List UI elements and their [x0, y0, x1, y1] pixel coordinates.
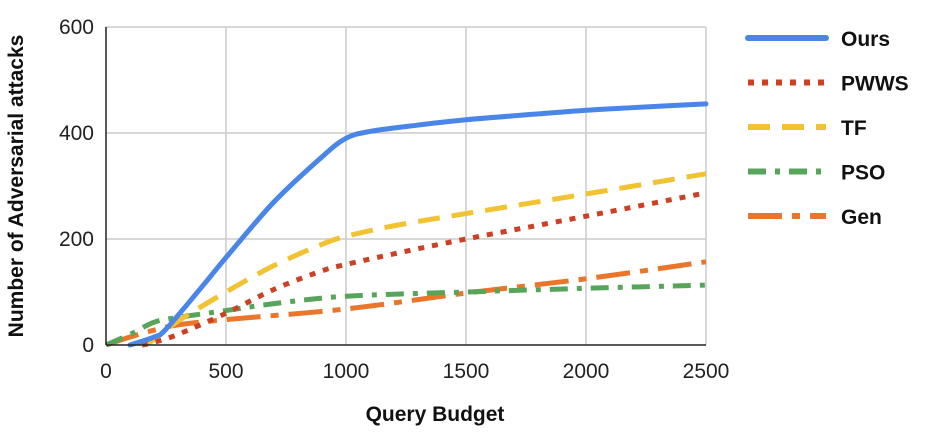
legend-label-pso: PSO [841, 162, 885, 185]
x-tick-label: 2500 [683, 360, 730, 383]
legend-label-gen: Gen [841, 206, 882, 229]
series-line-pso [104, 282, 707, 348]
y-tick-label: 400 [59, 122, 94, 145]
y-tick-label: 200 [59, 228, 94, 251]
x-tick-label: 1500 [443, 360, 490, 383]
tick-labels: 0 500 1000 1500 2000 2500 0 200 400 600 [59, 16, 729, 383]
series-lines [104, 101, 709, 348]
y-tick-label: 600 [59, 16, 94, 39]
y-axis-title: Number of Adversarial attacks [5, 35, 28, 338]
legend-label-ours: Ours [841, 28, 890, 51]
legend: Ours PWWS TF PSO Gen [745, 28, 909, 229]
x-tick-label: 1000 [323, 360, 370, 383]
x-tick-label: 2000 [563, 360, 610, 383]
grid-lines [106, 26, 707, 345]
series-line-tf [140, 171, 707, 348]
series-line-gen [105, 259, 707, 348]
legend-label-pwws: PWWS [841, 73, 909, 96]
legend-label-tf: TF [841, 117, 867, 140]
series-line-ours [127, 101, 709, 348]
plot-frame [105, 27, 706, 346]
x-tick-label: 500 [208, 360, 243, 383]
x-tick-label: 0 [100, 360, 112, 383]
x-axis-title: Query Budget [366, 403, 505, 426]
y-tick-label: 0 [82, 334, 94, 357]
